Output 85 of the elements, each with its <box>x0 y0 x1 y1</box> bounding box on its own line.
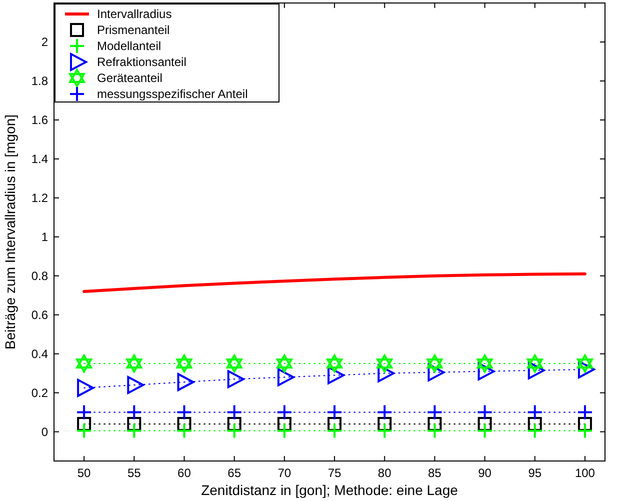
point <box>276 422 292 439</box>
point <box>428 416 442 431</box>
point <box>76 422 92 439</box>
point <box>176 422 192 439</box>
point <box>376 422 393 439</box>
point <box>126 354 142 373</box>
legend-label: Modellanteil <box>97 39 162 54</box>
x-tick-label: 60 <box>178 466 192 480</box>
point <box>526 422 543 439</box>
point <box>77 416 92 431</box>
point <box>478 362 495 380</box>
y-tick-label: 0.2 <box>31 386 48 400</box>
legend-label: messungsspezifischer Anteil <box>97 87 248 102</box>
legend-label: Refraktionsanteil <box>97 55 186 70</box>
y-tick-label: 1.2 <box>31 191 48 206</box>
x-tick-label: 95 <box>528 466 542 480</box>
point <box>328 416 342 431</box>
point <box>528 416 542 431</box>
x-tick-label: 65 <box>228 466 242 480</box>
point <box>277 368 294 386</box>
point <box>378 416 392 431</box>
y-tick-label: 2 <box>41 35 48 50</box>
point <box>576 422 593 439</box>
line-series <box>82 272 586 293</box>
point <box>426 404 443 420</box>
y-tick-label: 0.8 <box>31 269 48 284</box>
x-tick-label: 90 <box>478 466 492 480</box>
x-tick-label: 100 <box>574 466 596 480</box>
point <box>176 404 192 420</box>
x-tick-label: 50 <box>77 466 92 480</box>
y-tick-label: 1.8 <box>31 74 48 88</box>
point <box>77 378 94 397</box>
point <box>476 422 493 439</box>
point <box>326 422 343 439</box>
point <box>578 416 592 431</box>
point <box>277 416 292 431</box>
legend-label: Intervallradius <box>97 7 172 22</box>
point <box>376 404 393 420</box>
y-tick-label: 0.4 <box>31 347 48 362</box>
y-tick-label: 1 <box>41 230 48 244</box>
x-tick-label: 70 <box>278 466 292 480</box>
point <box>126 404 142 420</box>
point <box>526 354 543 373</box>
x-tick-label: 75 <box>328 466 342 480</box>
point <box>578 360 595 378</box>
point <box>227 416 242 431</box>
y-axis-title: Beiträge zum Intervallradius in [mgon] <box>2 114 18 350</box>
y-tick-label: 1.4 <box>31 152 48 166</box>
point <box>276 404 292 420</box>
point <box>378 364 395 382</box>
point <box>177 416 192 431</box>
point <box>326 404 343 420</box>
point <box>126 422 142 439</box>
point <box>176 354 192 373</box>
point <box>227 370 244 388</box>
point <box>526 404 543 420</box>
point <box>326 354 342 373</box>
y-tick-label: 1.6 <box>31 113 48 128</box>
point <box>376 354 393 373</box>
x-tick-label: 85 <box>428 466 442 480</box>
point <box>127 376 144 394</box>
y-tick-label: 0 <box>41 424 48 439</box>
legend-label: Prismenanteil <box>97 23 170 38</box>
point <box>476 354 493 373</box>
point <box>226 404 242 420</box>
point <box>426 354 443 373</box>
point <box>577 354 593 373</box>
point <box>226 422 242 439</box>
legend-label: Geräteanteil <box>97 71 162 86</box>
y-tick-label: 0.6 <box>31 308 48 322</box>
x-axis-title: Zenitdistanz in [gon]; Methode: eine Lage <box>201 482 458 498</box>
point <box>576 404 593 420</box>
point <box>177 373 194 392</box>
point <box>528 361 545 380</box>
point <box>76 354 92 373</box>
point <box>426 422 443 439</box>
x-tick-label: 55 <box>127 466 142 480</box>
point <box>476 404 493 420</box>
point <box>276 354 292 373</box>
point <box>226 354 242 373</box>
point <box>76 404 92 420</box>
point <box>428 363 445 382</box>
point <box>127 416 142 431</box>
x-tick-label: 80 <box>378 466 392 480</box>
point <box>478 416 492 431</box>
